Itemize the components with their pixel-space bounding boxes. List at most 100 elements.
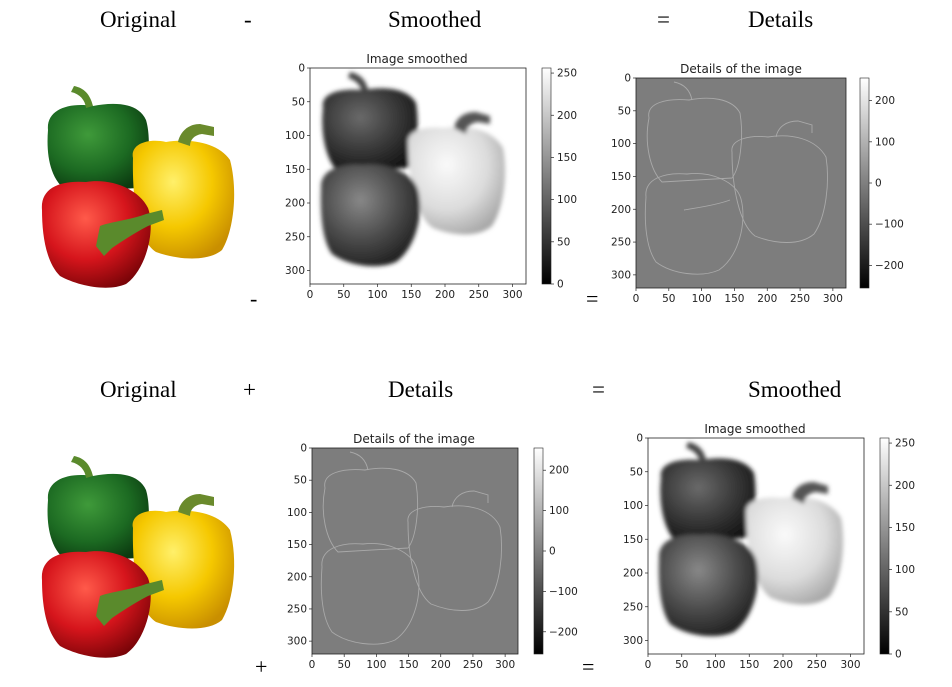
x-tick-label: 300 (495, 659, 515, 671)
details-edges (644, 81, 828, 275)
y-tick-label: 50 (618, 105, 631, 117)
details-y-ticks: 0 50 100 150 200 250 300 (611, 73, 636, 281)
x-tick-label: 200 (757, 293, 777, 305)
row1-small-equals: = (586, 286, 599, 311)
colorbar-tick-label: 0 (875, 178, 882, 190)
row2-equals-operator: = (592, 377, 605, 402)
y-tick-label: 100 (623, 500, 643, 512)
smoothed-colorbar (541, 67, 552, 285)
colorbar-tick-label: 0 (549, 546, 556, 558)
colorbar-tick-label: 50 (895, 606, 908, 618)
details-x-ticks: 0 50 100 150 200 250 300 (633, 288, 843, 305)
colorbar-tick-label: 0 (557, 279, 564, 291)
smoothed-y-ticks: 0 50 100 150 200 250 300 (285, 63, 310, 277)
y-tick-label: 100 (285, 130, 305, 142)
x-tick-label: 250 (790, 293, 810, 305)
row2-original-heading: Original (100, 377, 177, 402)
row2-small-plus: + (255, 654, 268, 679)
x-tick-label: 300 (840, 659, 860, 671)
y-tick-label: 250 (623, 601, 643, 613)
row1-smoothed-heading: Smoothed (388, 7, 482, 32)
y-tick-label: 150 (285, 164, 305, 176)
colorbar-tick-label: −200 (875, 260, 904, 272)
y-tick-label: 250 (285, 231, 305, 243)
smoothed-plot-title-2: Image smoothed (704, 422, 805, 436)
smoothed-image-area (309, 67, 527, 285)
y-tick-label: 0 (300, 443, 307, 455)
peppers-photo-original-2 (41, 456, 235, 658)
details2-x-ticks: 0 50 100 150 200 250 300 (309, 654, 515, 671)
y-tick-label: 50 (294, 475, 307, 487)
row2-small-equals: = (582, 654, 595, 679)
y-tick-label: 250 (611, 237, 631, 249)
x-tick-label: 50 (662, 293, 675, 305)
details-colorbar (859, 77, 870, 289)
colorbar-tick-label: 200 (557, 110, 577, 122)
x-tick-label: 300 (502, 289, 522, 301)
x-tick-label: 50 (675, 659, 688, 671)
x-tick-label: 150 (724, 293, 744, 305)
y-tick-label: 300 (611, 269, 631, 281)
row1-minus-operator: - (244, 7, 252, 32)
colorbar-tick-label: −100 (549, 586, 578, 598)
x-tick-label: 0 (309, 659, 316, 671)
smoothed2-x-ticks: 0 50 100 150 200 250 300 (645, 654, 861, 671)
y-tick-label: 0 (624, 73, 631, 85)
colorbar-tick-label: 50 (557, 236, 570, 248)
colorbar-tick-label: 100 (875, 136, 895, 148)
details-colorbar-ticks: −200 −100 0 100 200 (869, 95, 904, 272)
details-plot-row2: Details of the image 050100150200250300 … (287, 432, 578, 671)
x-tick-label: 250 (807, 659, 827, 671)
colorbar-tick-label: 250 (895, 438, 915, 450)
row1-small-minus: - (250, 286, 258, 311)
y-tick-label: 200 (285, 198, 305, 210)
colorbar-tick-label: 0 (895, 649, 902, 661)
colorbar-tick-label: 100 (895, 564, 915, 576)
y-tick-label: 300 (623, 635, 643, 647)
x-tick-label: 200 (773, 659, 793, 671)
y-tick-label: 100 (287, 507, 307, 519)
colorbar-tick-label: 150 (895, 522, 915, 534)
details-plot-title: Details of the image (680, 62, 802, 76)
x-tick-label: 0 (645, 659, 652, 671)
details2-colorbar (533, 447, 544, 655)
smoothed2-colorbar-ticks: 0 50 100 150 200 250 (889, 438, 915, 661)
row1-details-heading: Details (748, 7, 814, 32)
y-tick-label: 200 (623, 568, 643, 580)
x-tick-label: 150 (739, 659, 759, 671)
y-tick-label: 300 (285, 265, 305, 277)
y-tick-label: 150 (623, 534, 643, 546)
x-tick-label: 50 (337, 289, 350, 301)
details-plot-row1: Details of the image 050100150200250300 … (611, 62, 904, 305)
details-plot-title-2: Details of the image (353, 432, 475, 446)
colorbar-tick-label: 150 (557, 152, 577, 164)
colorbar-tick-label: 200 (895, 480, 915, 492)
y-tick-label: 300 (287, 636, 307, 648)
smoothed-plot-title: Image smoothed (366, 52, 467, 66)
x-tick-label: 150 (399, 659, 419, 671)
smoothed-plot-row2: Image smoothed 0 50 100 150 200 250 300 0 50 100… (623, 422, 915, 671)
x-tick-label: 100 (705, 659, 725, 671)
smoothed2-y-ticks: 0 50 100 150 200 250 300 (623, 433, 648, 647)
x-tick-label: 0 (307, 289, 314, 301)
x-tick-label: 150 (401, 289, 421, 301)
row1-equals-operator: = (657, 7, 670, 32)
details2-colorbar-ticks: −200 −100 0 100 200 (543, 465, 578, 638)
y-tick-label: 100 (611, 138, 631, 150)
colorbar-tick-label: −100 (875, 219, 904, 231)
smoothed-colorbar-ticks: 0 50 100 150 200 250 (551, 68, 577, 291)
x-tick-label: 100 (366, 659, 386, 671)
row2-details-heading: Details (388, 377, 454, 402)
colorbar-tick-label: 200 (549, 465, 569, 477)
row1-original-heading: Original (100, 7, 177, 32)
y-tick-label: 150 (611, 171, 631, 183)
x-tick-label: 250 (463, 659, 483, 671)
y-tick-label: 250 (287, 603, 307, 615)
x-tick-label: 250 (469, 289, 489, 301)
y-tick-label: 200 (611, 204, 631, 216)
smoothed2-colorbar (879, 437, 890, 655)
smoothed-plot-row1: Image smoothed 0 50 100 150 200 250 300 0 50 100… (285, 52, 577, 301)
smoothed-x-ticks: 0 50 100 150 200 250 300 (307, 284, 523, 301)
x-tick-label: 100 (692, 293, 712, 305)
y-tick-label: 200 (287, 571, 307, 583)
